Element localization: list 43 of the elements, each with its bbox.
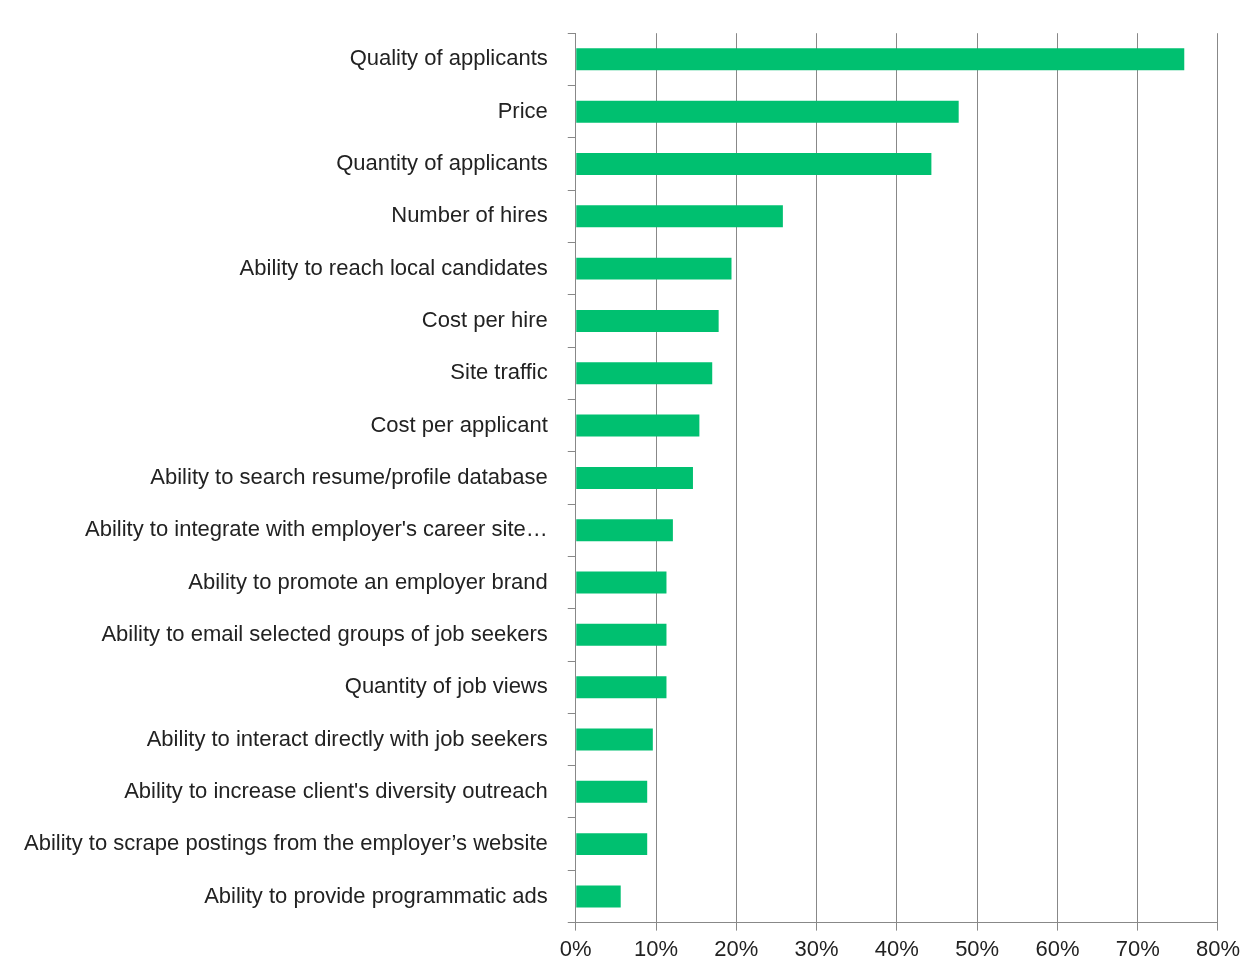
bar xyxy=(576,309,719,332)
bar xyxy=(576,833,648,856)
x-tick-label: 0% xyxy=(559,935,592,961)
x-tick-label: 50% xyxy=(955,935,1000,961)
bar xyxy=(576,676,667,699)
bar xyxy=(576,100,959,123)
y-tick-label: Number of hires xyxy=(391,202,548,228)
y-tick-label: Ability to scrape postings from the employer’s website xyxy=(23,830,548,856)
y-tick-label: Ability to interact directly with job seekers xyxy=(146,725,548,751)
bar xyxy=(576,466,693,489)
bar xyxy=(576,414,700,437)
y-tick-label: Ability to search resume/profile database xyxy=(150,463,548,489)
y-tick-label: Ability to provide programmatic ads xyxy=(204,882,548,908)
bar xyxy=(576,780,648,803)
bar xyxy=(576,153,932,175)
bar xyxy=(576,623,667,646)
x-tick-label: 40% xyxy=(874,935,919,961)
bar xyxy=(576,728,653,751)
y-tick-label: Quality of applicants xyxy=(349,45,548,71)
y-tick-label: Quantity of job views xyxy=(344,673,548,699)
y-tick-label: Price xyxy=(497,97,548,123)
y-tick-label: Ability to email selected groups of job seekers xyxy=(101,620,548,646)
y-tick-label: Ability to integrate with employer's career site… xyxy=(85,516,548,542)
x-tick-label: 70% xyxy=(1115,935,1160,961)
y-tick-label: Ability to increase client's diversity outreach xyxy=(124,777,548,803)
bar xyxy=(576,885,621,908)
x-tick-label: 80% xyxy=(1195,935,1241,961)
bar xyxy=(576,519,673,542)
y-tick-label: Ability to promote an employer brand xyxy=(188,568,548,594)
y-tick-label: Cost per applicant xyxy=(370,411,548,437)
bar xyxy=(576,48,1185,71)
bar xyxy=(576,257,732,280)
x-tick-label: 20% xyxy=(714,935,759,961)
y-tick-label: Ability to reach local candidates xyxy=(239,254,548,280)
y-tick-label: Cost per hire xyxy=(421,307,548,333)
bar xyxy=(576,362,713,385)
y-tick-label: Quantity of applicants xyxy=(336,150,548,176)
x-tick-label: 60% xyxy=(1035,935,1080,961)
x-tick-label: 30% xyxy=(794,935,839,961)
bar xyxy=(576,571,667,594)
y-tick-label: Site traffic xyxy=(450,359,548,385)
bar xyxy=(576,205,783,228)
x-tick-label: 10% xyxy=(634,935,679,961)
